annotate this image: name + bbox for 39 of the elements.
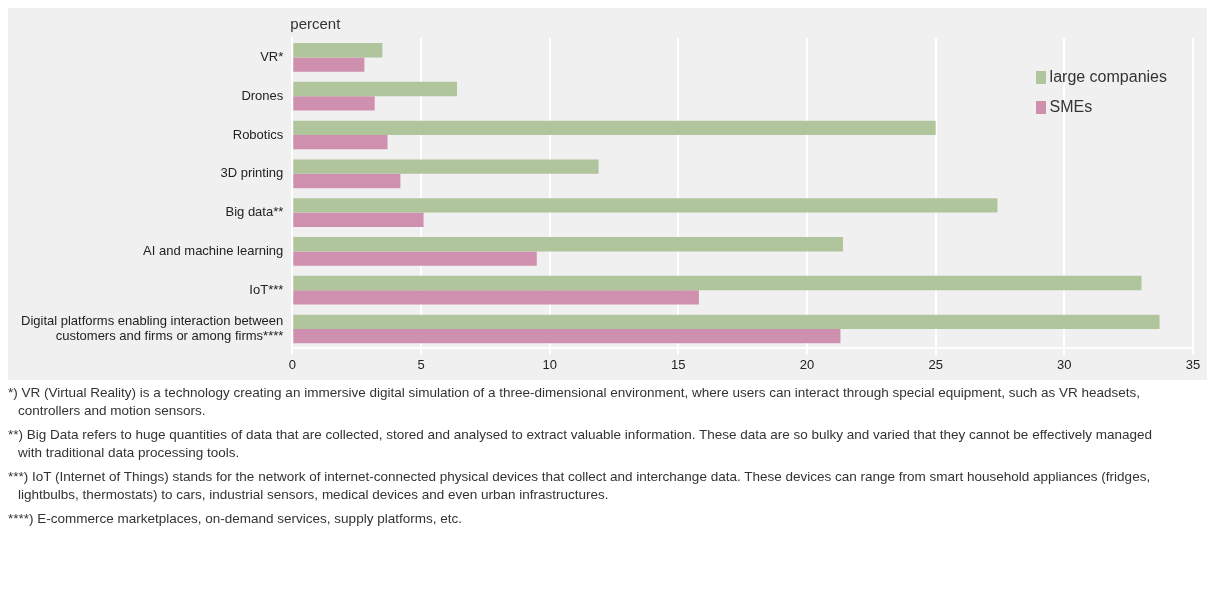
x-axis-title: percent [290,14,342,32]
y-tick-label: 3D printing [220,165,284,181]
legend-label: SMEs [1049,98,1093,116]
text: ***) IoT (Internet of Things) stands for the network of internet-connected physical devices that collect and interchange data. These devices can range from smart household appliances (fridges, lightbulbs, thermostats) to cars, industrial sensors, medical devices and even urban infrastructures. [8,468,1152,504]
bar [293,57,365,72]
x-tick-label: 15 [671,356,686,372]
bar [293,237,844,252]
bar [293,329,841,344]
bar [293,198,998,213]
text: *) VR (Virtual Reality) is a technology creating an immersive digital simulation of a three-dimensional environment, where users can interact through special equipment, such as VR headsets, controllers and motion sensors. [8,384,1142,420]
x-tick-label: 5 [417,356,425,372]
bar [293,290,699,305]
y-tick-label: Robotics [232,126,284,142]
x-tick-label: 20 [799,356,815,372]
x-tick-label: 35 [1185,356,1201,372]
bar [293,251,537,266]
bar [293,173,401,189]
bar [293,120,936,135]
bar [293,159,599,174]
y-tick-label: Big data** [225,204,284,220]
bar [293,275,1142,291]
y-tick-label: Digital platforms enabling interaction between customers and firms or among firms**** [20,312,284,344]
text: ****) E-commerce marketplaces, on-demand services, supply platforms, etc. [8,510,463,528]
y-tick-label: VR* [260,48,284,64]
text: **) Big Data refers to huge quantities of data that are collected, stored and analysed to extract valuable information. These data are so bulky and varied that they cannot be effectively managed with traditional data processing tools. [8,426,1153,462]
y-tick-label: AI and machine learning [143,242,284,258]
bar [293,212,424,227]
x-tick-label: 25 [928,356,943,372]
y-tick-label: Drones [241,87,284,103]
y-tick-label: IoT*** [249,281,284,297]
legend-label: large companies [1049,68,1167,86]
x-tick-label: 10 [542,356,557,372]
bar [293,81,458,97]
bar [293,43,383,58]
bar [293,314,1160,329]
bar [293,135,388,150]
x-tick-label: 30 [1057,356,1072,372]
x-tick-label: 0 [288,356,296,372]
bar [293,96,375,111]
